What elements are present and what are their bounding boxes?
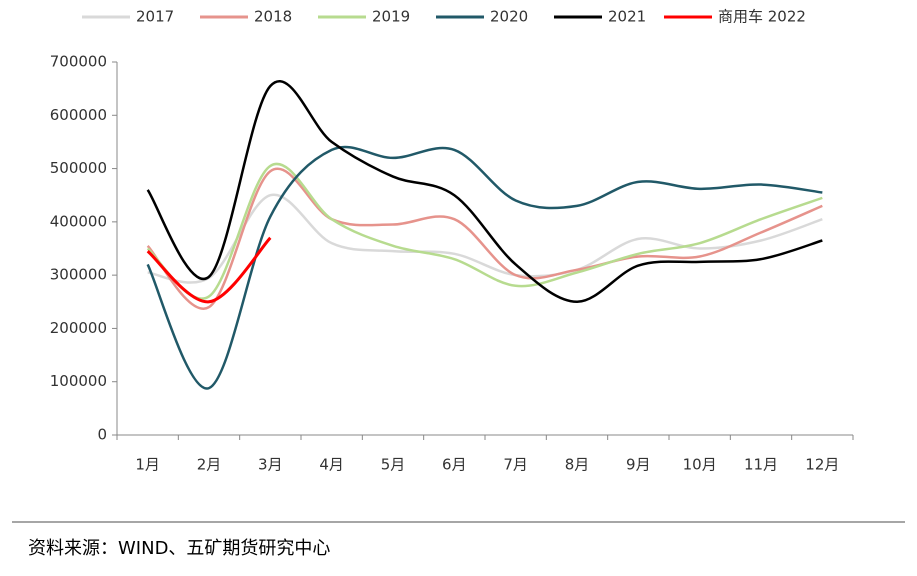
legend-label: 2020 bbox=[490, 8, 528, 26]
source-note: 资料来源：WIND、五矿期货研究中心 bbox=[28, 538, 330, 559]
series-line bbox=[146, 145, 823, 390]
y-tick-label: 600000 bbox=[50, 106, 107, 124]
y-tick-label: 100000 bbox=[50, 372, 107, 390]
legend-label: 2019 bbox=[372, 8, 410, 26]
x-tick-label: 11月 bbox=[744, 456, 778, 474]
x-tick-label: 2月 bbox=[197, 456, 222, 474]
legend-label: 2018 bbox=[254, 8, 292, 26]
x-tick-label: 8月 bbox=[565, 456, 590, 474]
series-line bbox=[146, 236, 272, 304]
series-line bbox=[146, 80, 823, 304]
y-tick-label: 300000 bbox=[50, 266, 107, 284]
x-tick-label: 1月 bbox=[135, 456, 160, 474]
legend-label: 2021 bbox=[608, 8, 646, 26]
x-tick-label: 12月 bbox=[805, 456, 839, 474]
x-tick-label: 3月 bbox=[258, 456, 283, 474]
y-tick-label: 200000 bbox=[50, 319, 107, 337]
y-tick-label: 0 bbox=[97, 426, 107, 444]
x-tick-label: 4月 bbox=[319, 456, 344, 474]
x-tick-label: 10月 bbox=[683, 456, 717, 474]
y-tick-label: 700000 bbox=[50, 53, 107, 71]
legend-label: 商用车 2022 bbox=[718, 8, 806, 26]
x-tick-label: 7月 bbox=[503, 456, 528, 474]
series-line bbox=[147, 193, 823, 284]
y-tick-label: 400000 bbox=[50, 212, 107, 230]
y-tick-label: 500000 bbox=[50, 159, 107, 177]
series-line bbox=[146, 167, 823, 310]
legend-label: 2017 bbox=[136, 8, 174, 26]
x-tick-label: 9月 bbox=[626, 456, 651, 474]
series-line bbox=[146, 162, 823, 300]
x-tick-label: 5月 bbox=[381, 456, 406, 474]
x-tick-label: 6月 bbox=[442, 456, 467, 474]
